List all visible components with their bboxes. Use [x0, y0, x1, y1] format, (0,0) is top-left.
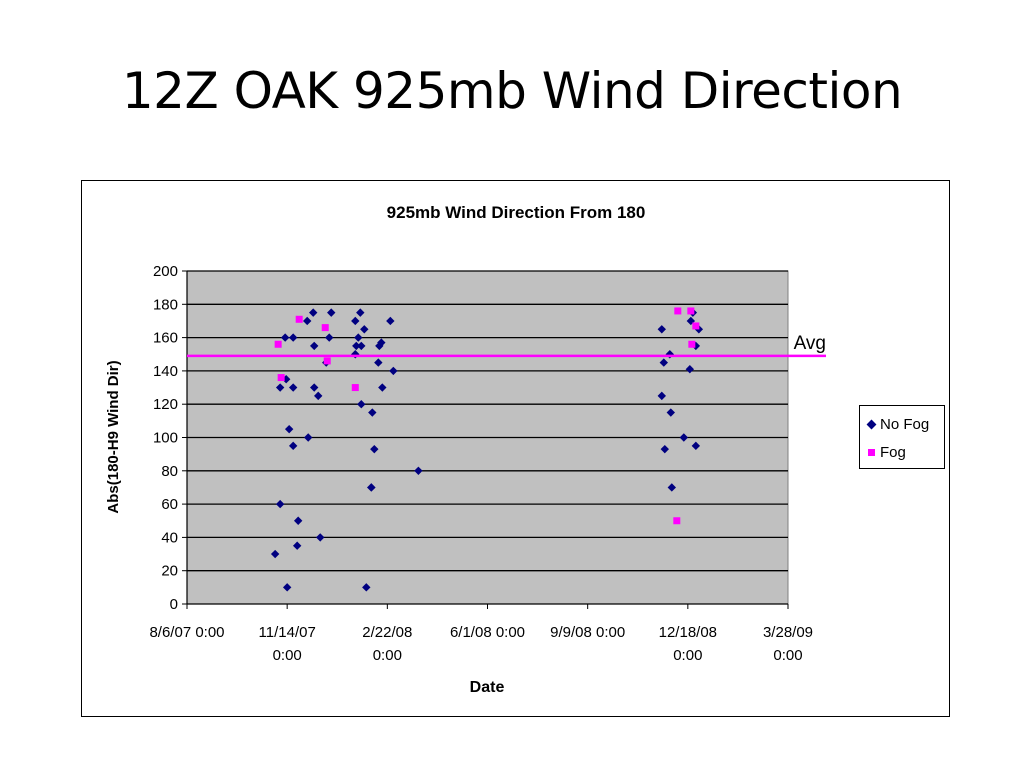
- no-fog-point: [282, 583, 292, 592]
- y-tick-label: 20: [161, 563, 178, 580]
- no-fog-point: [356, 308, 365, 317]
- no-fog-point: [667, 483, 677, 492]
- y-tick-label: 40: [161, 529, 178, 546]
- no-fog-point: [292, 541, 302, 550]
- no-fog-point: [357, 400, 366, 409]
- no-fog-point: [309, 308, 318, 317]
- x-tick-label: 9/9/08 0:00: [550, 624, 625, 641]
- legend-item-no-fog: No Fog: [866, 415, 930, 435]
- y-tick-label: 100: [153, 430, 178, 447]
- no-fog-point: [351, 316, 360, 326]
- series-fog: [274, 307, 700, 525]
- no-fog-point: [659, 358, 668, 367]
- slide-title: 12Z OAK 925mb Wind Direction: [121, 62, 903, 120]
- fog-point: [688, 340, 696, 348]
- no-fog-point: [316, 533, 325, 542]
- no-fog-point: [275, 499, 285, 509]
- y-axis-label: Abs(180-H9 Wind Dir): [105, 360, 122, 513]
- no-fog-point: [686, 316, 696, 326]
- no-fog-point: [685, 365, 695, 374]
- no-fog-point: [370, 444, 379, 454]
- no-fog-point: [368, 408, 377, 417]
- no-fog-point: [314, 391, 323, 401]
- legend-item-fog: Fog: [868, 443, 906, 463]
- no-fog-point: [310, 341, 319, 351]
- x-tick-label-line2: 0:00: [773, 647, 802, 664]
- no-fog-point: [270, 549, 280, 559]
- y-tick-label: 120: [153, 396, 178, 413]
- x-tick-label-line2: 0:00: [273, 647, 302, 664]
- legend-label-no-fog: No Fog: [880, 416, 930, 433]
- x-tick-label: 3/28/09: [763, 624, 813, 641]
- no-fog-point: [660, 444, 669, 454]
- chart-title: 925mb Wind Direction From 180: [387, 203, 646, 222]
- no-fog-point: [288, 441, 298, 451]
- x-tick-label-line2: 0:00: [673, 647, 702, 664]
- no-fog-point: [304, 433, 313, 442]
- avg-label: Avg: [794, 333, 826, 354]
- fog-point: [692, 322, 700, 330]
- y-tick-label: 0: [170, 596, 178, 613]
- no-fog-point: [691, 441, 701, 451]
- fog-point: [673, 517, 681, 525]
- x-tick-label: 2/22/08: [362, 624, 412, 641]
- no-fog-point: [362, 583, 371, 592]
- legend: No Fog Fog: [859, 405, 945, 469]
- diamond-marker-icon: [866, 419, 877, 429]
- no-fog-point: [378, 383, 387, 392]
- no-fog-point: [414, 466, 423, 475]
- no-fog-point: [666, 408, 676, 417]
- x-axis-label: Date: [470, 679, 505, 696]
- x-axis: 8/6/07 0:00 11/14/07 0:00 2/22/08 0:00 6/1/08…: [149, 603, 813, 664]
- no-fog-point: [389, 366, 398, 376]
- no-fog-point: [352, 341, 361, 351]
- no-fog-point: [288, 383, 298, 392]
- fog-point: [323, 357, 331, 365]
- square-marker-icon: [868, 448, 875, 456]
- no-fog-point: [327, 308, 336, 317]
- y-axis: 0 20 40 60 80 100 120 140 160 180 200: [153, 263, 188, 613]
- no-fog-point: [280, 333, 290, 342]
- y-tick-label: 80: [161, 463, 178, 480]
- series-no-fog: [270, 308, 704, 592]
- no-fog-point: [303, 316, 312, 326]
- no-fog-point: [377, 338, 386, 347]
- y-tick-label: 60: [161, 496, 178, 513]
- no-fog-point: [360, 325, 369, 334]
- no-fog-point: [288, 333, 298, 342]
- no-fog-point: [657, 325, 666, 334]
- fog-point: [295, 315, 303, 323]
- y-tick-label: 160: [153, 330, 178, 347]
- no-fog-point: [293, 516, 303, 525]
- no-fog-point: [367, 483, 376, 492]
- fog-point: [674, 307, 682, 315]
- no-fog-point: [325, 333, 334, 342]
- no-fog-point: [386, 316, 395, 326]
- no-fog-point: [374, 358, 383, 367]
- fog-point: [277, 374, 285, 382]
- x-tick-label: 6/1/08 0:00: [450, 624, 525, 641]
- fog-point: [274, 340, 282, 348]
- y-tick-label: 180: [153, 296, 178, 313]
- no-fog-point: [679, 433, 689, 442]
- x-tick-label: 8/6/07 0:00: [149, 624, 224, 641]
- x-tick-label: 11/14/07: [259, 624, 316, 641]
- x-tick-label: 12/18/08: [659, 624, 717, 641]
- y-tick-label: 200: [153, 263, 178, 280]
- fog-point: [687, 307, 695, 315]
- no-fog-point: [354, 333, 363, 342]
- fog-point: [321, 324, 329, 332]
- no-fog-point: [284, 424, 294, 434]
- no-fog-point: [357, 341, 366, 351]
- no-fog-point: [657, 391, 666, 401]
- y-tick-label: 140: [153, 363, 178, 380]
- fog-point: [351, 384, 359, 392]
- no-fog-point: [275, 383, 285, 392]
- legend-label-fog: Fog: [880, 444, 906, 461]
- no-fog-point: [310, 383, 319, 392]
- x-tick-label-line2: 0:00: [373, 647, 402, 664]
